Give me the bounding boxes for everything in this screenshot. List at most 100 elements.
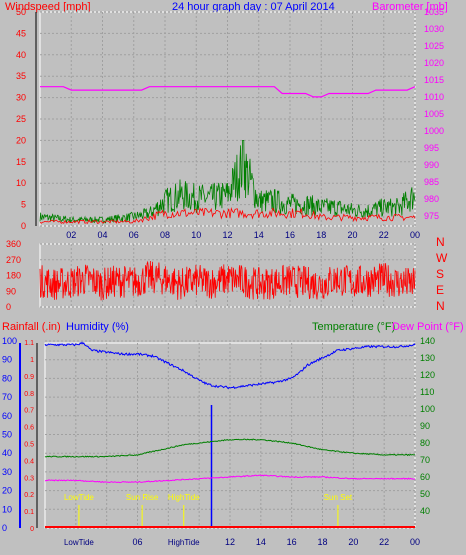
- wind-y-tick-label: 30: [16, 93, 26, 103]
- wind-y-tick-label: 15: [16, 157, 26, 167]
- gust-series-line: [39, 140, 416, 224]
- wind-x-tick-label: 00: [410, 230, 420, 240]
- temperature-y-tick-label: 120: [420, 370, 435, 380]
- rain-y-tick-label: 0.1: [24, 509, 34, 516]
- barometer-y-tick-label: 1015: [424, 75, 444, 85]
- climate-x-tick-label: HighTide: [168, 538, 200, 547]
- temperature-y-tick-label: 100: [420, 404, 435, 414]
- barometer-y-tick-label: 980: [424, 194, 439, 204]
- wind-y-tick-label: 10: [16, 178, 26, 188]
- temperature-y-tick-label: 60: [420, 472, 430, 482]
- windspeed-series-line: [39, 206, 416, 225]
- barometer-y-tick-label: 1035: [424, 7, 444, 17]
- barometer-y-tick-label: 1030: [424, 24, 444, 34]
- event-label: HighTide: [168, 493, 200, 502]
- temperature-y-tick-label: 130: [420, 353, 435, 363]
- compass-label: N: [436, 235, 445, 249]
- barometer-y-tick-label: 995: [424, 143, 439, 153]
- climate-x-tick-label: 14: [256, 537, 266, 547]
- event-label: Sun Rise: [126, 493, 159, 502]
- humidity-y-tick-label: 90: [2, 355, 12, 365]
- wind-x-tick-label: 20: [347, 230, 357, 240]
- barometer-axis-title: Barometer [mb]: [372, 1, 448, 13]
- wind-x-tick-label: 16: [285, 230, 295, 240]
- wind-y-tick-label: 45: [16, 28, 26, 38]
- climate-x-tick-label: 12: [225, 537, 235, 547]
- temperature-y-tick-label: 70: [420, 455, 430, 465]
- barometer-y-tick-label: 1025: [424, 41, 444, 51]
- temperature-y-tick-label: 80: [420, 438, 430, 448]
- climate-x-tick-label: 18: [317, 537, 327, 547]
- humidity-y-tick-label: 40: [2, 448, 12, 458]
- chart-title-prefix: 24 hour graph day :: [172, 1, 270, 13]
- humidity-y-tick-label: 0: [2, 523, 7, 533]
- wind-x-tick-label: 06: [129, 230, 139, 240]
- barometer-y-tick-label: 1000: [424, 126, 444, 136]
- wind-y-tick-label: 0: [21, 221, 26, 231]
- humidity-y-tick-label: 100: [2, 336, 17, 346]
- wind-y-tick-label: 40: [16, 50, 26, 60]
- event-label: Sun Set: [324, 493, 353, 502]
- humidity-series-line: [44, 341, 416, 390]
- wind-y-tick-label: 50: [16, 7, 26, 17]
- axes-layer: 0510152025303540455097598098599099510001…: [2, 7, 448, 547]
- temperature-y-tick-label: 50: [420, 489, 430, 499]
- temperature-y-tick-label: 40: [420, 506, 430, 516]
- dewpoint-series-line: [44, 474, 416, 484]
- humidity-y-tick-label: 70: [2, 392, 12, 402]
- rain-y-tick-label: 0.7: [24, 408, 34, 415]
- humidity-y-tick-label: 10: [2, 504, 12, 514]
- direction-y-tick-label: 90: [6, 286, 16, 296]
- direction-y-tick-label: 270: [6, 255, 21, 265]
- rainfall-axis-title: Rainfall (.in): [2, 321, 61, 333]
- direction-y-tick-label: 180: [6, 271, 21, 281]
- humidity-y-tick-label: 30: [2, 467, 12, 477]
- temperature-axis-title: Temperature (°F): [312, 321, 395, 333]
- barometer-y-tick-label: 985: [424, 177, 439, 187]
- rain-y-tick-label: 0.6: [24, 425, 34, 432]
- wind-y-tick-label: 35: [16, 71, 26, 81]
- chart-title: 24 hour graph day : 07 April 2014: [172, 1, 335, 13]
- wind-x-tick-label: 04: [97, 230, 107, 240]
- humidity-y-tick-label: 20: [2, 486, 12, 496]
- direction-y-tick-label: 0: [6, 302, 11, 312]
- climate-x-tick-label: 22: [379, 537, 389, 547]
- barometer-y-tick-label: 1020: [424, 58, 444, 68]
- humidity-y-tick-label: 50: [2, 430, 12, 440]
- rain-y-tick-label: 1.1: [24, 340, 34, 347]
- rain-y-tick-label: 1: [30, 357, 34, 364]
- compass-label: W: [436, 251, 448, 265]
- temperature-y-tick-label: 110: [420, 387, 434, 397]
- wind-x-tick-label: 22: [379, 230, 389, 240]
- barometer-y-tick-label: 990: [424, 160, 439, 170]
- climate-x-tick-label: 20: [348, 537, 358, 547]
- wind-x-tick-label: 12: [222, 230, 232, 240]
- rain-y-tick-label: 0.3: [24, 475, 34, 482]
- wind-x-tick-label: 14: [254, 230, 264, 240]
- rain-y-tick-label: 0: [30, 526, 34, 533]
- grid-layer: [39, 11, 416, 529]
- wind-direction-series-line: [39, 260, 416, 301]
- climate-x-tick-label: 06: [132, 537, 142, 547]
- series-layer: [39, 86, 416, 528]
- barometer-y-tick-label: 1010: [424, 92, 444, 102]
- climate-x-tick-label: 16: [287, 537, 297, 547]
- humidity-y-tick-label: 80: [2, 373, 12, 383]
- rain-y-tick-label: 0.4: [24, 458, 34, 465]
- temperature-y-tick-label: 90: [420, 421, 430, 431]
- humidity-y-tick-label: 60: [2, 411, 12, 421]
- direction-y-tick-label: 360: [6, 239, 21, 249]
- humidity-axis-title: Humidity (%): [66, 321, 129, 333]
- rain-y-tick-label: 0.5: [24, 442, 34, 449]
- barometer-series-line: [40, 86, 416, 98]
- compass-label: E: [436, 283, 444, 297]
- wind-x-tick-label: 02: [66, 230, 76, 240]
- barometer-y-tick-label: 1005: [424, 109, 444, 119]
- wind-y-tick-label: 25: [16, 114, 26, 124]
- temperature-y-tick-label: 140: [420, 336, 435, 346]
- climate-x-tick-label: 00: [410, 537, 420, 547]
- windspeed-axis-title: Windspeed [mph]: [5, 1, 91, 13]
- rain-y-tick-label: 0.2: [24, 492, 34, 499]
